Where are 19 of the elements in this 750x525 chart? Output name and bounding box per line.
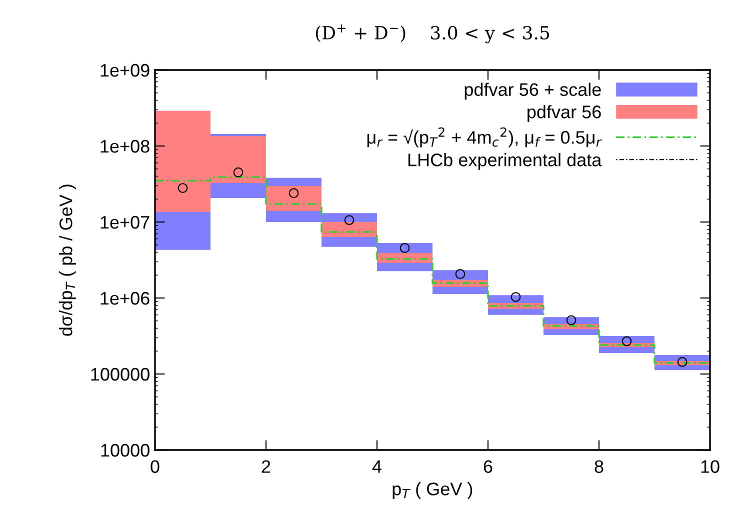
chart-title: (D$^{+}$ + D$^{−}$) 3.0 < y < 3.5	[316, 24, 550, 44]
x-tick-label: 2	[262, 460, 270, 473]
x-tick-label: 10	[701, 460, 720, 473]
y-tick-label: 1e+06	[100, 292, 150, 305]
y-tick-label: 1e+09	[100, 64, 150, 77]
x-tick-label: 6	[484, 460, 492, 473]
legend-label: pdfvar 56	[528, 105, 601, 122]
x-tick-label: 4	[372, 460, 382, 473]
legend-label: LHCb experimental data	[408, 153, 602, 170]
y-tick-label: 10000	[101, 444, 150, 457]
y-tick-label: 1e+08	[100, 140, 150, 153]
y-axis-title: dσ/dp$_{T}$ ( pb / GeV )	[59, 184, 76, 336]
legend-label: pdfvar 56 + scale	[464, 82, 601, 100]
x-tick-label: 8	[594, 460, 604, 473]
x-axis-title: p$_{T}$ ( GeV )	[392, 482, 472, 499]
y-tick-label: 100000	[91, 368, 150, 381]
text: μ$_{r}$ = √(p$_{T}$$^{2}$ + 4m$_{c}$$^{2}$), μ$_{f}$ = 0.5μ$_{r}$	[367, 127, 602, 148]
y-tick-label: 1e+07	[100, 216, 150, 229]
x-tick-label: 0	[150, 460, 160, 473]
